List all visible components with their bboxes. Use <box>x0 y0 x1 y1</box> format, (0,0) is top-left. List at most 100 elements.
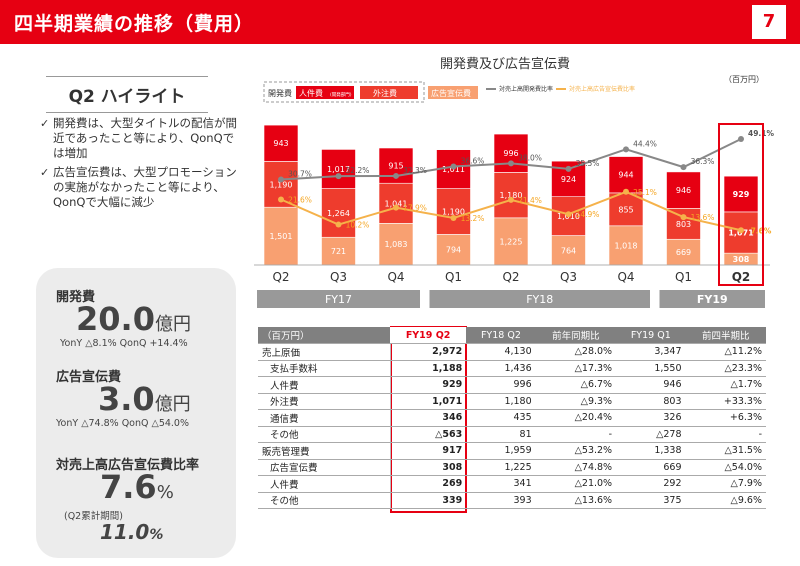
bar-value-label: 1,083 <box>385 240 408 249</box>
bar-value-label: 1,264 <box>327 209 350 218</box>
legend-advertising-label: 広告宣伝費 <box>431 88 471 98</box>
kpi-panel: 開発費 20.0億円 YonY △8.1% QonQ +14.4% 広告宣伝費 … <box>36 268 236 558</box>
ratio-label: 32.3% <box>403 166 427 175</box>
table-header: 前四半期比 <box>685 327 766 344</box>
table-cell: 1,225 <box>466 459 536 476</box>
ratio-point <box>738 227 744 234</box>
table-cell: 435 <box>466 409 536 427</box>
legend-personnel-label: 人件費 <box>299 88 323 98</box>
ratio-label: 13.6% <box>691 213 715 222</box>
bar-value-label: 308 <box>733 255 750 264</box>
x-tick-label: Q4 <box>387 270 404 284</box>
row-label: 販売管理費 <box>258 442 391 460</box>
fiscal-year-label: FY19 <box>697 293 728 306</box>
table-cell: 81 <box>466 426 536 443</box>
bar-value-label: 1,180 <box>500 191 523 200</box>
table-cell: 929 <box>390 376 467 394</box>
fiscal-year-band <box>429 290 650 308</box>
bar-value-label: 915 <box>388 162 403 171</box>
ratio-point <box>335 221 342 228</box>
ad-ratio-value: 7.6% <box>100 468 174 506</box>
bar-value-label: 943 <box>273 139 288 148</box>
table-cell: 1,959 <box>466 442 536 460</box>
ad-ratio-cumulative: 11.0% <box>100 520 164 544</box>
table-cell: 1,436 <box>466 360 536 377</box>
legend-advertising-swatch <box>428 86 478 99</box>
fiscal-year-band <box>257 290 420 308</box>
expense-chart: 開発費 人件費 (開発部門) 外注費 広告宣伝費 対売上高開発費比率 対売上高広… <box>254 81 775 308</box>
expense-table: （百万円） FY19 Q2 FY18 Q2 前年同期比 FY19 Q1 前四半期… <box>258 327 766 509</box>
bar-value-label: 764 <box>561 246 576 255</box>
ratio-label: 14.9% <box>576 210 600 219</box>
bar-segment <box>551 235 586 266</box>
row-label: 外注費 <box>258 393 391 410</box>
table-header: 前年同期比 <box>535 327 617 344</box>
table-header: FY19 Q2 <box>390 327 467 344</box>
table-cell: 1,188 <box>390 360 467 377</box>
ratio-label: 49.1% <box>748 129 775 138</box>
bar-segment <box>666 208 701 240</box>
table-cell: 1,550 <box>616 360 686 377</box>
legend-outsourcing-label: 外注費 <box>373 88 397 98</box>
ratio-point <box>680 164 687 171</box>
fiscal-year-band <box>659 290 765 308</box>
row-label: 広告宣伝費 <box>258 459 391 476</box>
ratio-point <box>508 196 514 203</box>
table-row: その他 △563 81- △278- <box>258 426 766 443</box>
bar-value-label: 996 <box>503 149 518 158</box>
ratio-label: 7.6% <box>751 226 772 235</box>
table-cell: △278 <box>616 426 686 443</box>
table-cell: 292 <box>616 475 686 493</box>
chart-unit: （百万円） <box>724 75 764 84</box>
table-cell: 2,972 <box>390 343 467 361</box>
ratio-point <box>335 173 342 180</box>
ratio-point <box>393 204 399 211</box>
ratio-label: 21.6% <box>288 195 312 204</box>
ratio-label: 44.4% <box>633 139 657 148</box>
table-cell: 3,347 <box>616 343 686 361</box>
q2-highlight-box <box>718 123 764 286</box>
row-label: その他 <box>258 492 391 509</box>
ratio-point <box>450 163 457 170</box>
table-cell: △13.6% <box>535 492 617 509</box>
table-row: 人件費 269 341 △21.0% 292 △7.9% <box>258 475 766 493</box>
table-row: 販売管理費 917 1,959 △53.2% 1,338 △31.5% <box>258 442 766 460</box>
bar-segment <box>493 172 529 219</box>
table-header: FY19 Q1 <box>616 327 686 344</box>
row-label: 人件費 <box>258 376 391 394</box>
table-cell: 4,130 <box>466 343 536 361</box>
bar-value-label: 803 <box>676 220 691 229</box>
bar-segment <box>666 171 701 209</box>
table-cell: △74.8% <box>535 459 617 476</box>
page-number: 7 <box>752 5 786 39</box>
highlight-bullet: 広告宣伝費は、大型プロモーションの実施がなかったこと等により、QonQで大幅に減… <box>40 165 240 210</box>
legend-dev-ratio-label: 対売上高開発費比率 <box>499 85 553 93</box>
bar-value-label: 1,190 <box>270 180 293 189</box>
bar-segment <box>378 182 414 224</box>
table-cell: △53.2% <box>535 442 617 460</box>
bar-value-label: 924 <box>561 175 576 184</box>
x-tick-label: Q2 <box>502 270 519 284</box>
bar-value-label: 1,225 <box>500 237 523 246</box>
ratio-point <box>450 214 457 221</box>
legend-personnel-note: (開発部門) <box>330 91 352 98</box>
table-cell: +6.3% <box>685 409 766 427</box>
table-cell: 393 <box>466 492 536 509</box>
table-cell: 339 <box>390 492 467 509</box>
x-tick-label: Q3 <box>560 270 577 284</box>
bar-value-label: 1,017 <box>327 165 350 174</box>
table-row: 外注費 1,071 1,180 △9.3% 803 +33.3% <box>258 393 766 410</box>
bar-segment <box>263 124 299 162</box>
table-cell: △20.4% <box>535 409 617 427</box>
table-row: 広告宣伝費 308 1,225 △74.8% 669 △54.0% <box>258 459 766 476</box>
ratio-label: 35.5% <box>576 159 600 168</box>
table-cell: 669 <box>616 459 686 476</box>
dev-cost-change: YonY △8.1% QonQ +14.4% <box>60 338 188 349</box>
bar-segment <box>723 175 759 213</box>
table-cell: +33.3% <box>685 393 766 410</box>
bar-segment <box>608 192 644 227</box>
table-cell: △28.0% <box>535 343 617 361</box>
table-cell: △23.3% <box>685 360 766 377</box>
table-cell: △6.7% <box>535 376 617 394</box>
ratio-label: 21.4% <box>518 196 542 205</box>
